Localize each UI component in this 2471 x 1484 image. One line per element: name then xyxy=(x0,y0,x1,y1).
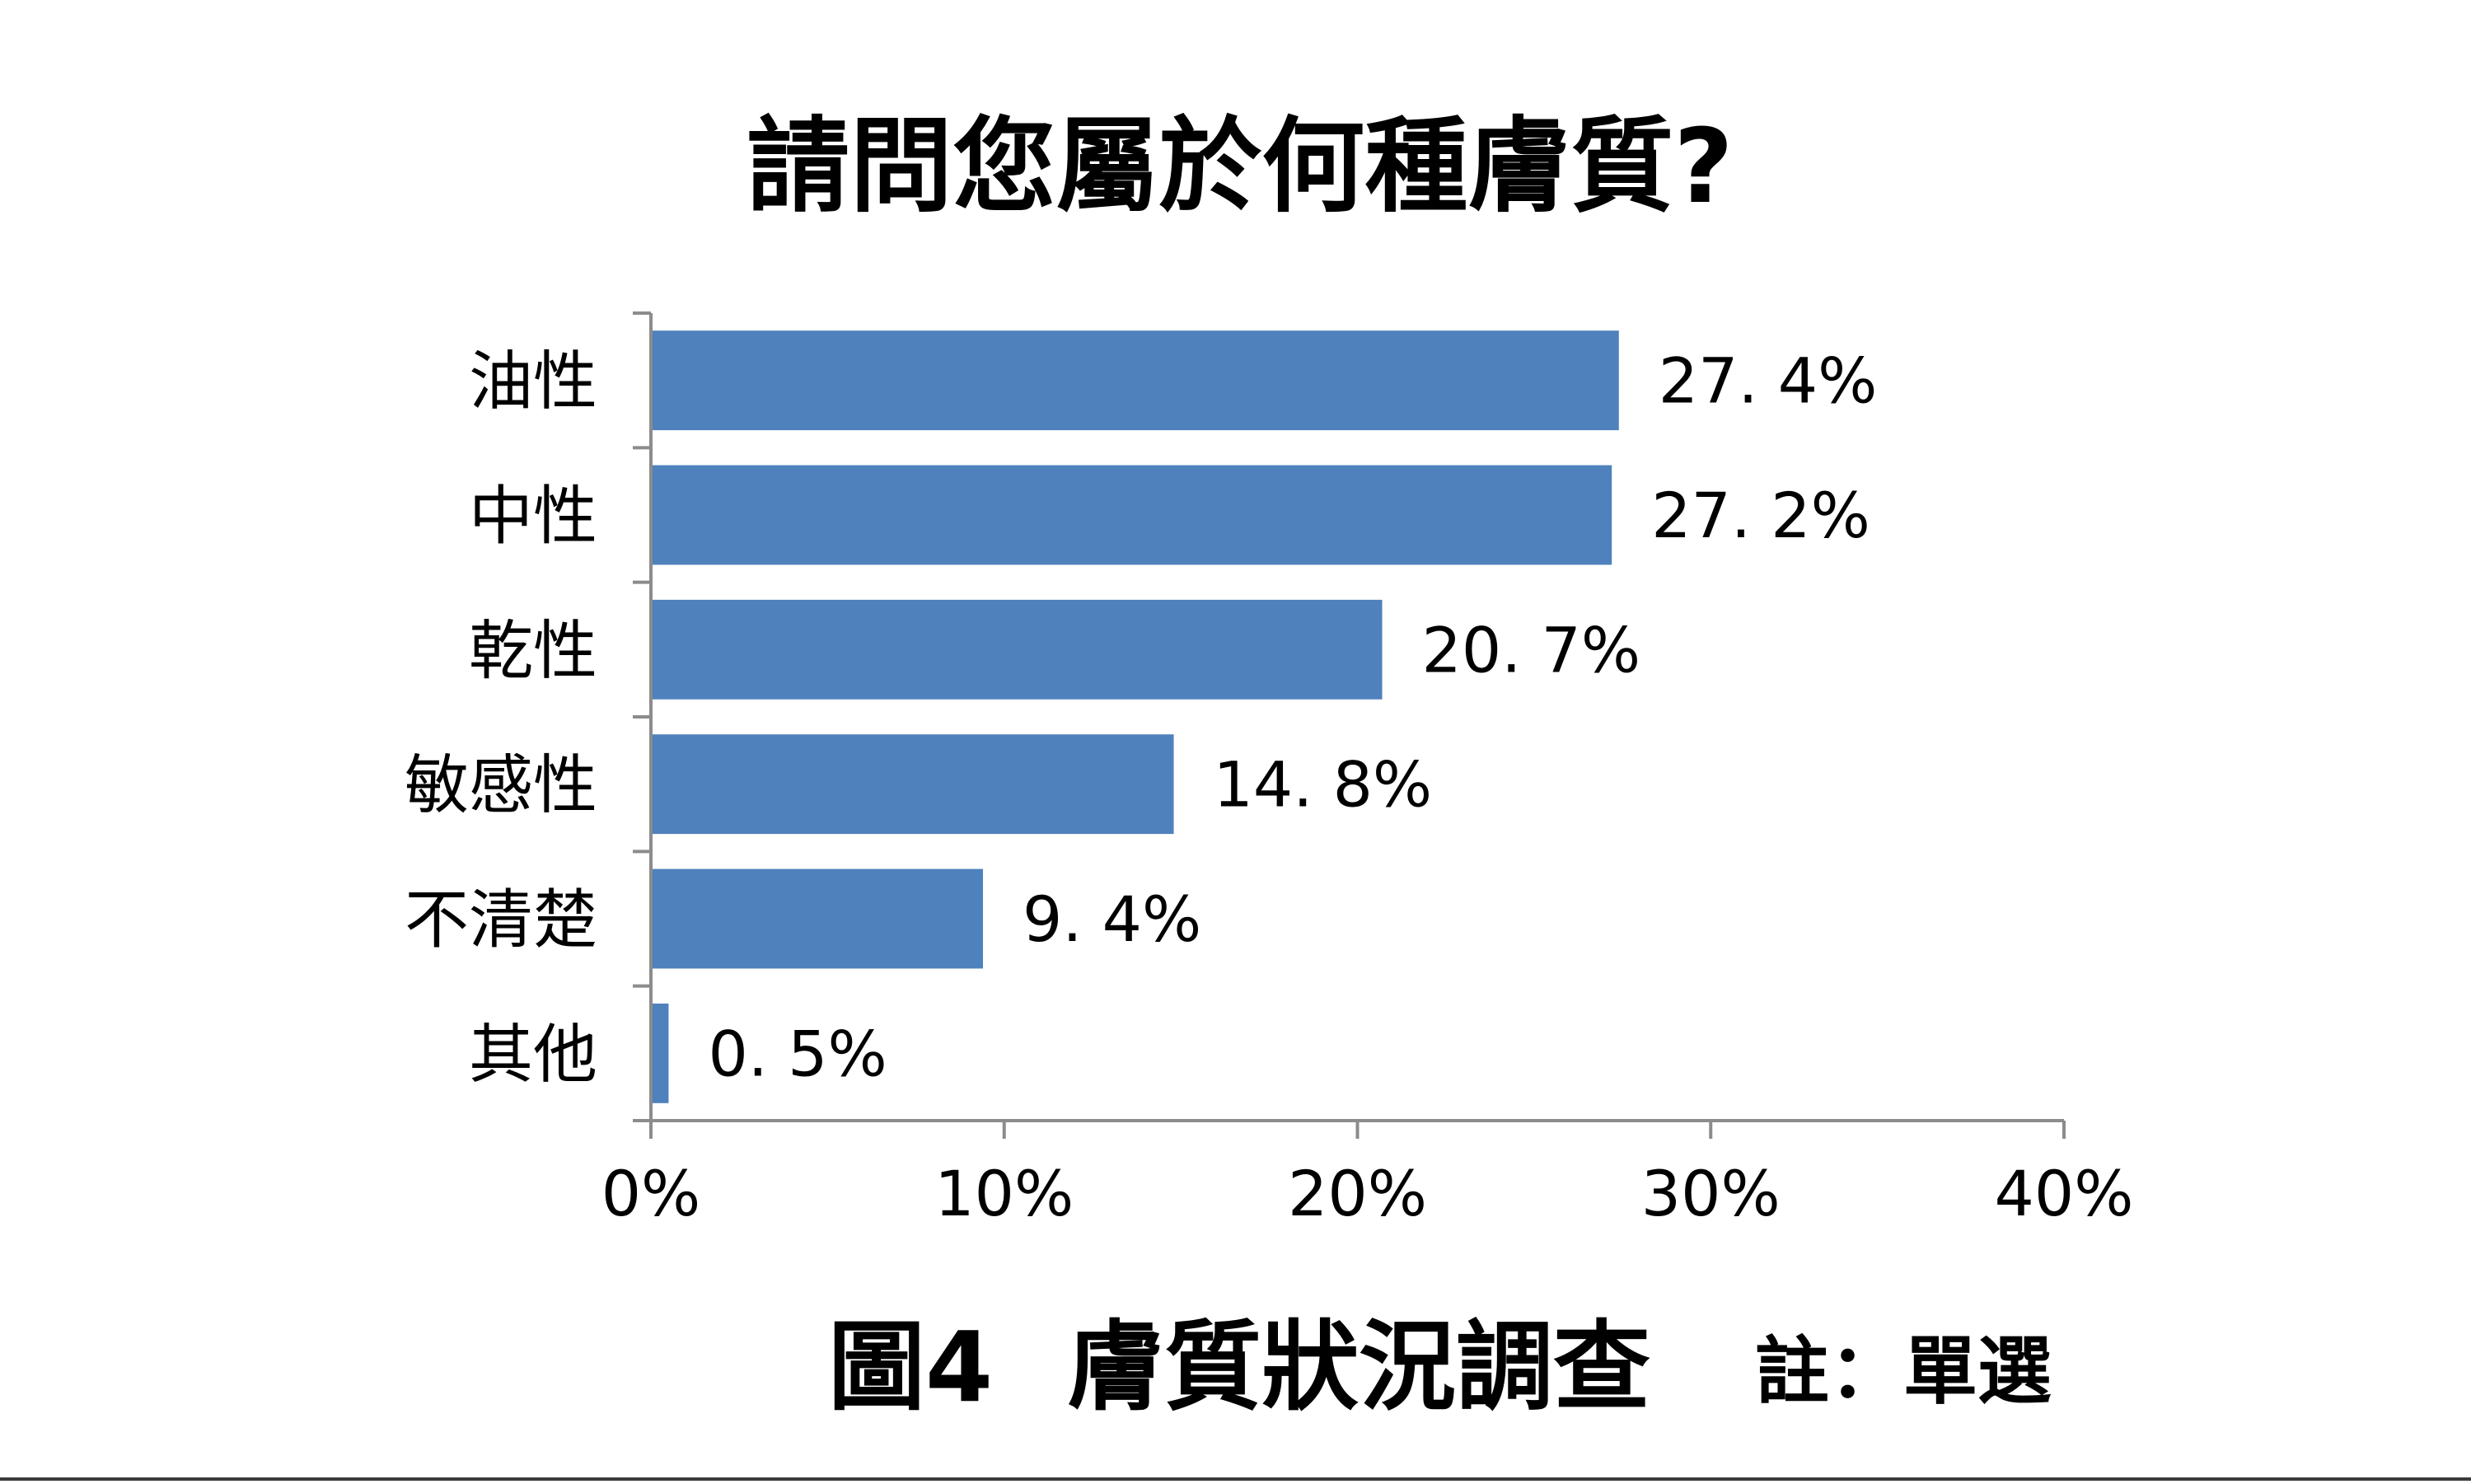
x-axis-ticks xyxy=(649,1121,2066,1139)
x-tick-label-1: 10% xyxy=(934,1157,1074,1230)
value-label-2: 20. 7% xyxy=(1422,613,1641,686)
value-label-3: 14. 8% xyxy=(1214,748,1433,822)
bar-3 xyxy=(653,734,1174,835)
bar-2 xyxy=(653,599,1383,700)
figure-note: 註：單選 xyxy=(1755,1328,2052,1415)
chart-title: 請問您屬於何種膚質? xyxy=(746,107,1734,227)
bar-1 xyxy=(653,465,1612,565)
value-label-5: 0. 5% xyxy=(708,1017,887,1090)
bar-0 xyxy=(653,330,1619,431)
x-tick-label-3: 30% xyxy=(1641,1157,1781,1230)
value-labels: 27. 4% 27. 2%20. 7% 14. 8%9. 4% 0. 5% xyxy=(708,344,1877,1091)
x-tick-labels: 0% 10% 20% 30% 40% xyxy=(601,1157,2134,1230)
bar-5 xyxy=(653,1003,669,1103)
category-label-2: 乾性 xyxy=(469,614,597,688)
category-label-3: 敏感性 xyxy=(405,749,597,823)
value-label-0: 27. 4% xyxy=(1659,344,1878,418)
category-label-1: 中性 xyxy=(469,480,597,554)
value-label-4: 9. 4% xyxy=(1023,882,1201,956)
bottom-rule xyxy=(0,1477,2471,1481)
bar-4 xyxy=(653,868,984,969)
category-label-4: 不清楚 xyxy=(405,883,597,957)
figure-label: 圖4 xyxy=(828,1310,993,1424)
figure-caption: 膚質狀況調查 xyxy=(1067,1310,1650,1424)
y-axis-ticks xyxy=(633,311,651,1122)
x-tick-label-0: 0% xyxy=(601,1157,701,1230)
category-label-5: 其他 xyxy=(469,1018,597,1092)
bars-group xyxy=(653,330,1619,1103)
value-label-1: 27. 2% xyxy=(1651,479,1870,552)
category-label-0: 油性 xyxy=(469,345,597,419)
x-tick-label-2: 20% xyxy=(1288,1157,1427,1230)
x-tick-label-4: 40% xyxy=(1995,1157,2134,1230)
